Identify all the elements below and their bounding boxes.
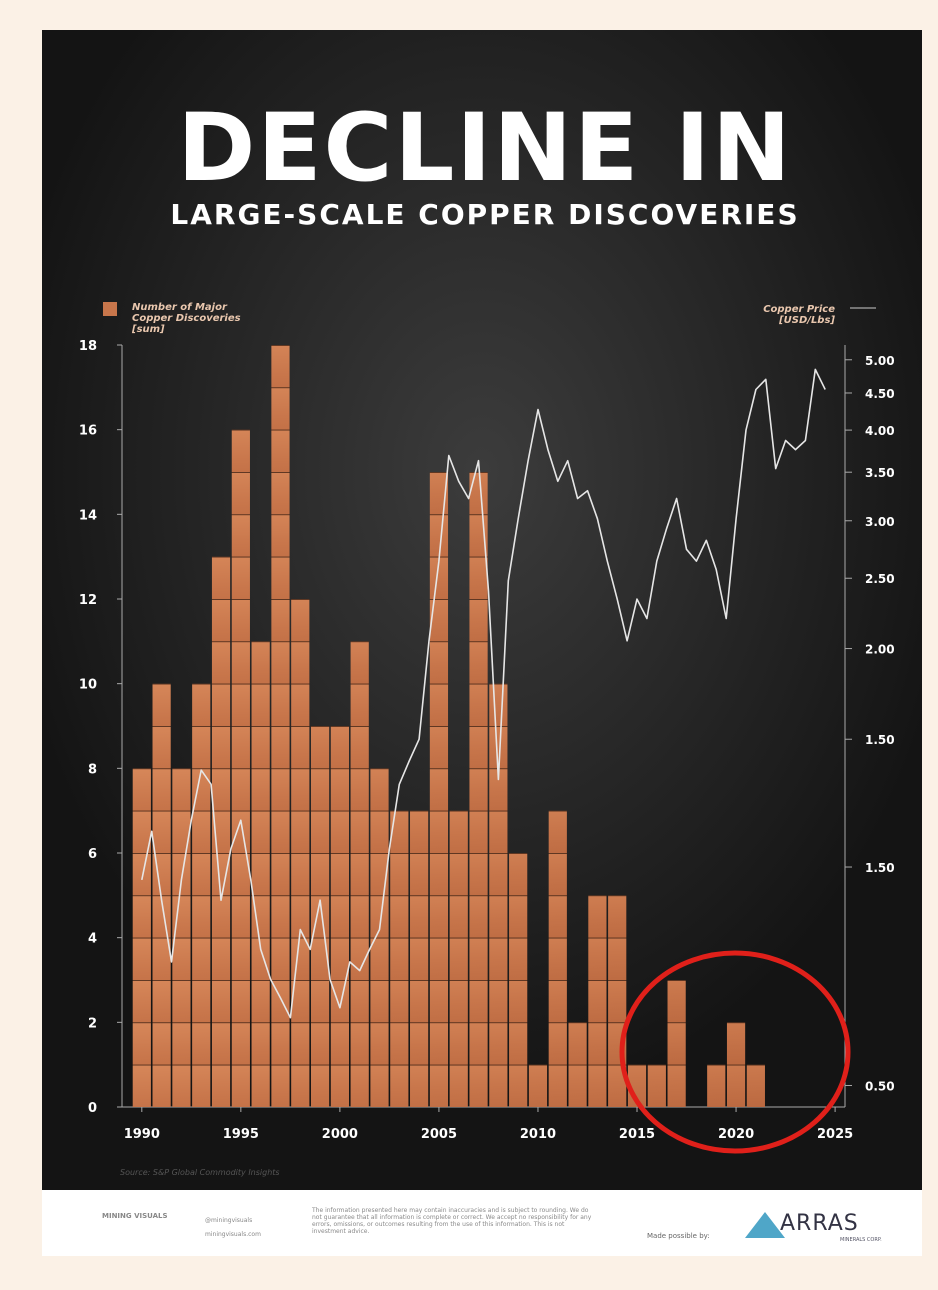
bar [211,556,231,1107]
y2-tick-label: 2.00 [865,643,895,657]
y2-tick-label: 4.50 [865,387,895,401]
y-tick-label: 2 [88,1016,97,1031]
x-tick-label: 2020 [718,1127,754,1142]
y2-tick-label: 4.00 [865,424,895,438]
x-tick-label: 2010 [520,1127,556,1142]
legend-swatch [103,302,117,316]
y2-tick-label: 1.50 [865,733,895,747]
y-tick-label: 0 [88,1101,97,1116]
sponsor-label: Made possible by: [647,1232,710,1240]
bar [370,768,389,1107]
bar [310,726,330,1107]
bar [271,345,290,1107]
bar [449,810,468,1107]
bar [132,768,151,1107]
sponsor-sub: MINERALS CORP. [840,1237,882,1243]
footer-brand: MINING VISUALS [102,1212,168,1220]
bar [251,641,270,1107]
sponsor-logo [745,1212,785,1238]
highlight-circle [619,950,851,1154]
subtitle: LARGE-SCALE COPPER DISCOVERIES [170,198,799,231]
legend-line-label: Copper Price [USD/Lbs] [763,304,835,326]
footer-background [42,1190,922,1256]
bar [469,472,488,1107]
y-tick-label: 6 [88,847,97,862]
y2-tick-label: 5.00 [865,354,895,368]
y2-tick-label: 3.50 [865,466,895,480]
x-tick-label: 1995 [223,1127,259,1142]
title: DECLINE IN [177,94,792,203]
bar [192,683,211,1107]
x-tick-label: 2000 [322,1127,358,1142]
x-tick-label: 2005 [421,1127,457,1142]
y2-tick-label: 0.50 [865,1079,895,1093]
y2-tick-label: 2.50 [865,572,895,586]
y-tick-label: 14 [79,508,97,523]
bar [291,599,310,1107]
bar [707,1064,726,1107]
source: Source: S&P Global Commodity Insights [120,1168,280,1177]
price-line [141,368,826,1019]
bar [548,810,567,1107]
bar [726,1022,746,1107]
y2-tick-label: 3.00 [865,515,895,529]
bar [390,810,409,1107]
sponsor: ARRAS [780,1211,859,1236]
bar [667,980,686,1107]
bar [647,1064,666,1107]
bar [568,1022,587,1107]
x-tick-label: 2015 [619,1127,655,1142]
bar [489,683,508,1107]
y-tick-label: 10 [79,678,97,693]
y2-tick-label: 1.50 [865,861,895,875]
x-tick-label: 1990 [124,1127,160,1142]
bar [330,726,349,1107]
y-tick-label: 16 [79,424,97,439]
footer-site: miningvisuals.com [205,1231,261,1238]
bar [410,810,429,1107]
y-tick-label: 12 [79,593,97,608]
x-tick-label: 2025 [817,1127,853,1142]
bar [528,1064,548,1107]
bar [350,641,369,1107]
bar [231,429,250,1108]
bar [429,472,449,1107]
legend-bars: Number of Major Copper Discoveries [sum] [132,302,241,335]
y-tick-label: 8 [88,762,97,777]
bar [509,853,528,1107]
footer-disclaimer: The information presented here may conta… [312,1207,592,1235]
footer-handle: @miningvisuals [205,1217,252,1224]
bar [746,1064,765,1107]
y-tick-label: 4 [88,932,97,947]
bar [588,895,607,1107]
y-tick-label: 18 [79,339,97,354]
